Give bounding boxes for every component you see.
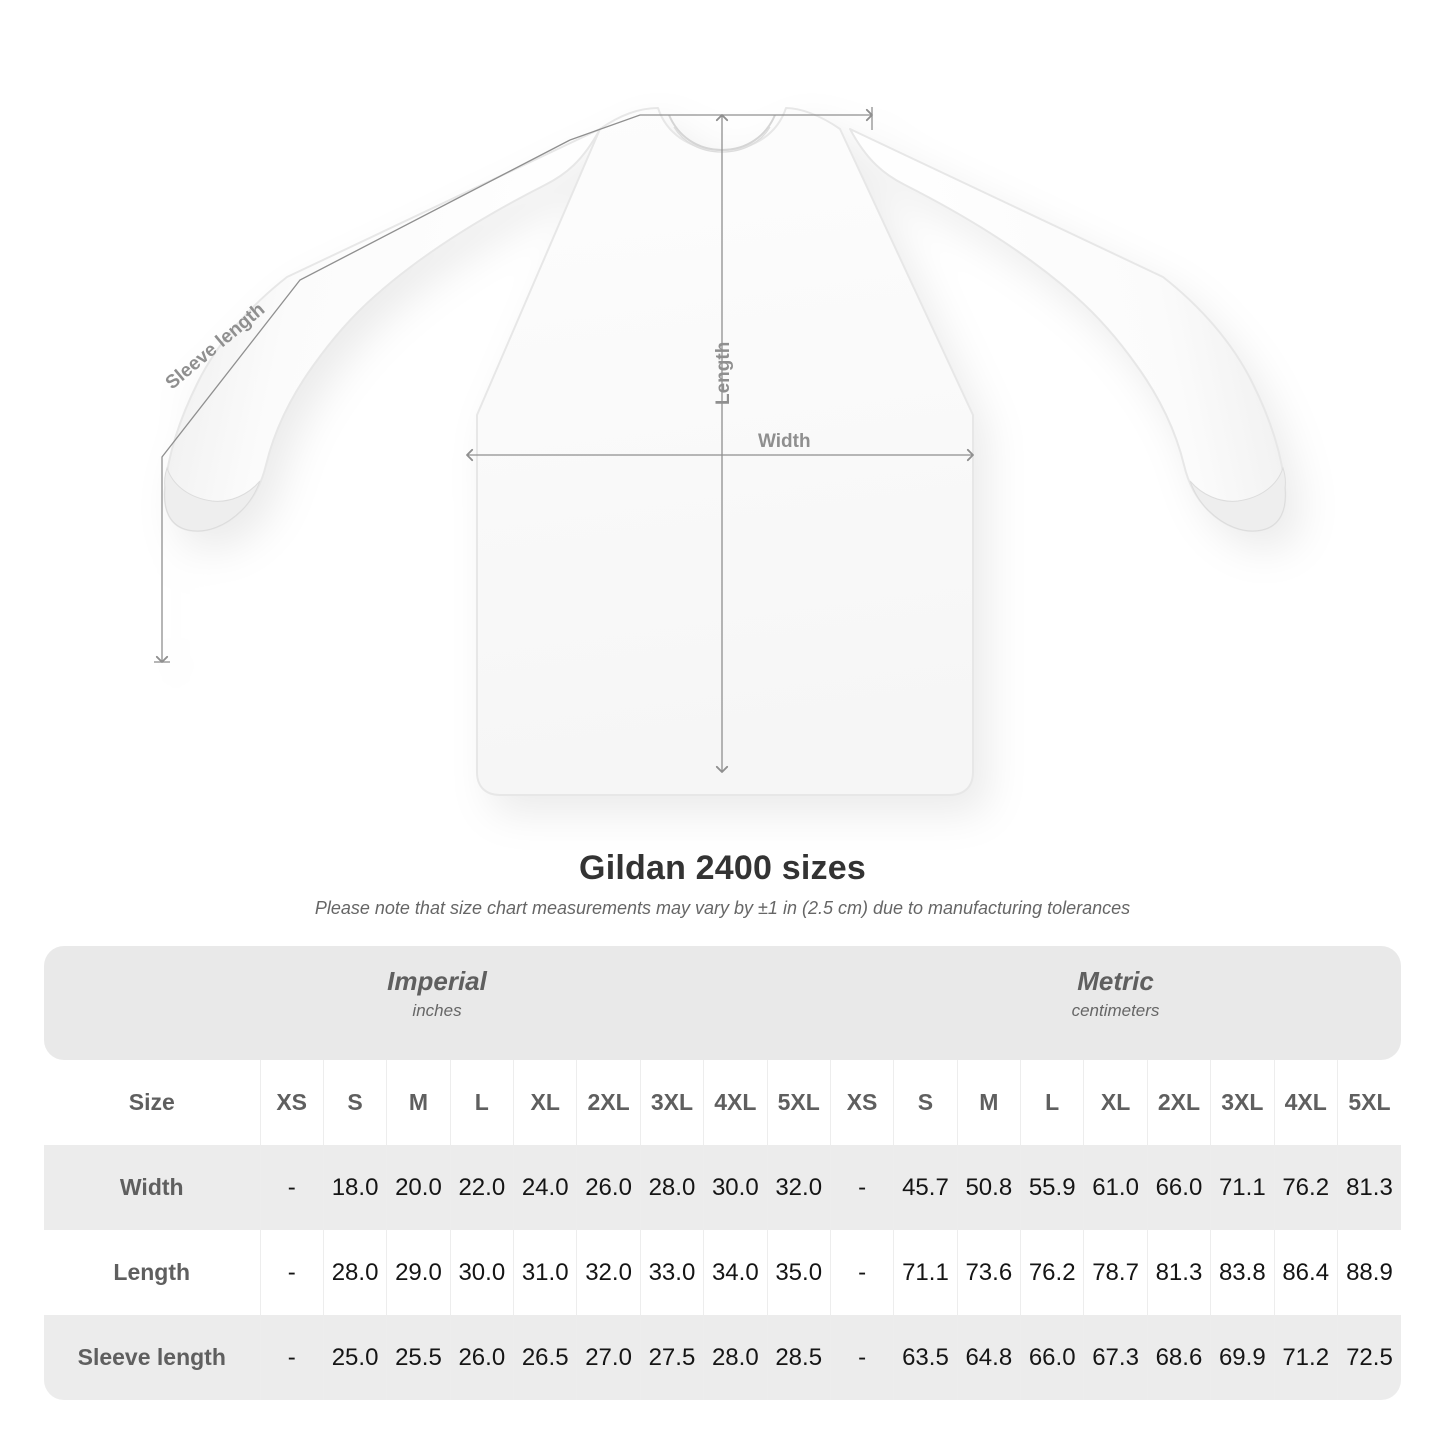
svg-text:Length: Length [713,342,734,405]
svg-text:Width: Width [758,431,811,452]
